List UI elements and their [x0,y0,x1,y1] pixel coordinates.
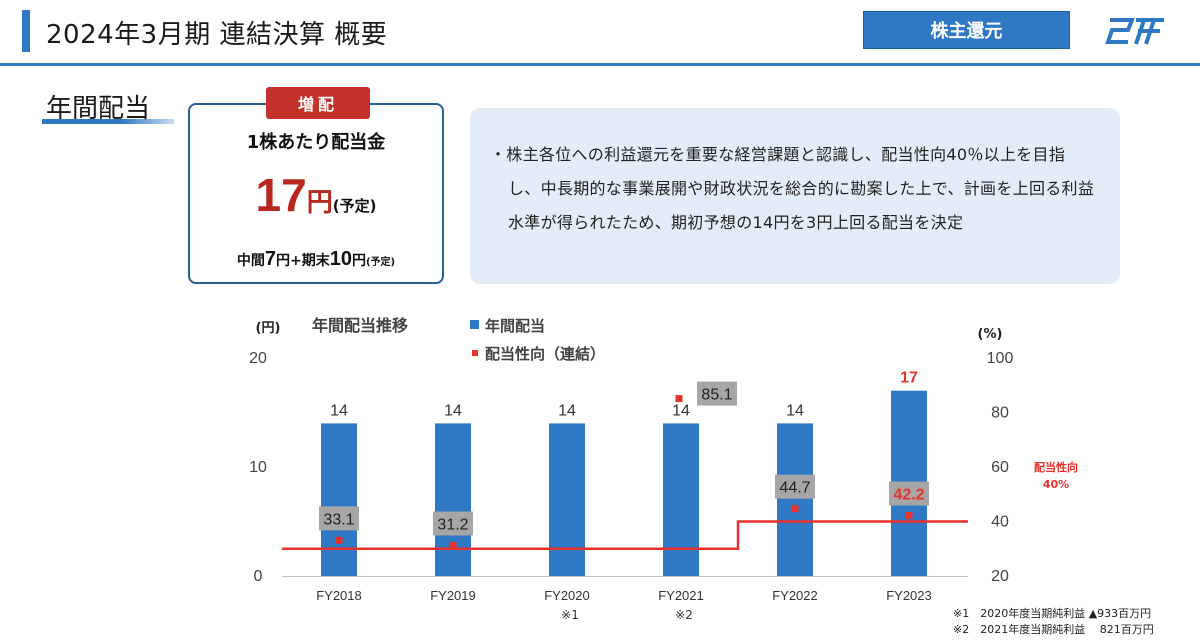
category-label: FY2022 [772,588,818,603]
ratio-label: 85.1 [701,387,732,404]
target-line-label: 配当性向 [1034,460,1078,474]
category-note: ※2 [675,608,693,622]
ratio-point [335,536,343,544]
breakdown-estimate: (予定) [365,257,396,268]
ratio-point [675,395,683,403]
category-label: FY2023 [886,588,932,603]
final-label: 期末 [301,253,330,269]
dividend-bar [663,423,699,576]
dividend-bar-label: 14 [558,402,576,419]
chart-title: 年間配当推移 [312,316,408,335]
right-tick-label: 20 [991,568,1009,585]
left-tick-label: 10 [249,459,267,476]
ratio-label: 31.2 [437,516,468,533]
ratio-label-box [319,506,359,531]
dividend-bar-label: 14 [444,402,462,419]
right-axis-unit: (%) [978,327,1003,342]
left-axis-unit: (円) [256,321,281,336]
ratio-point [905,512,913,520]
ratio-label: 42.2 [893,487,924,504]
interim-value: 7 [264,248,276,270]
dividend-bar-label: 14 [672,402,690,419]
legend-ratio-swatch [472,350,478,356]
dividend-amount-unit: 円 [306,188,333,218]
dividend-bar-label: 17 [900,370,918,387]
right-tick-label: 80 [991,405,1009,422]
section-underline [42,119,174,124]
right-tick-label: 40 [991,514,1009,531]
section-badge: 株主還元 [863,11,1070,49]
company-logo-icon [1105,18,1164,45]
left-tick-label: 0 [254,568,263,585]
dividend-bar [435,423,471,576]
category-note: ※1 [561,608,579,622]
dividend-estimate: (予定) [332,197,377,215]
dividend-amount: 17円(予定) [188,168,444,222]
legend-bar-swatch [470,320,479,329]
category-label: FY2021 [658,588,704,603]
dividend-bar [549,423,585,576]
ratio-label-box [697,381,737,406]
footnote-1: ※1 2020年度当期純利益 ▲933百万円 [953,607,1152,620]
legend-bar-label: 年間配当 [485,317,545,335]
ratio-label-box [433,511,473,536]
left-tick-label: 20 [249,350,267,367]
ratio-label-box [889,481,929,506]
dividend-breakdown: 中間7円+期末10円(予定) [188,248,444,271]
ratio-label: 33.1 [323,511,354,528]
target-line-value: 40% [1043,478,1069,491]
right-tick-label: 60 [991,459,1009,476]
category-label: FY2019 [430,588,476,603]
policy-info-box: ・株主各位への利益還元を重要な経営課題と認識し、配当性向40％以上を目指し、中長… [470,108,1120,284]
right-tick-label: 100 [987,350,1014,367]
dividend-increase-tag: 増配 [266,87,370,119]
ratio-point [791,505,799,513]
dividend-card [188,103,444,284]
dividend-bar [321,423,357,576]
dividend-label: 1株あたり配当金 [246,132,386,153]
category-label: FY2018 [316,588,362,603]
legend-ratio-label: 配当性向（連結） [485,345,605,363]
ratio-label-box [775,474,815,499]
interim-label: 中間 [236,253,265,269]
category-label: FY2020 [544,588,590,603]
header-rule [0,63,1200,66]
dividend-bar-label: 14 [786,402,804,419]
ratio-label: 44.7 [779,480,810,497]
dividend-amount-value: 17 [255,169,307,221]
target-ratio-line [282,520,968,550]
interim-unit: 円+ [276,253,302,269]
dividend-bar-label: 14 [330,402,348,419]
final-unit: 円 [351,253,366,269]
page-title: 2024年3月期 連結決算 概要 [46,20,388,50]
title-accent-bar [22,10,30,52]
footnote-2: ※2 2021年度当期純利益 821百万円 [953,623,1154,636]
footnotes: ※1 2020年度当期純利益 ▲933百万円 ※2 2021年度当期純利益 821… [953,606,1154,638]
policy-text: ・株主各位への利益還元を重要な経営課題と認識し、配当性向40％以上を目指し、中長… [490,145,1095,232]
dividend-bar [777,423,813,576]
ratio-point [449,541,457,549]
final-value: 10 [329,248,352,270]
